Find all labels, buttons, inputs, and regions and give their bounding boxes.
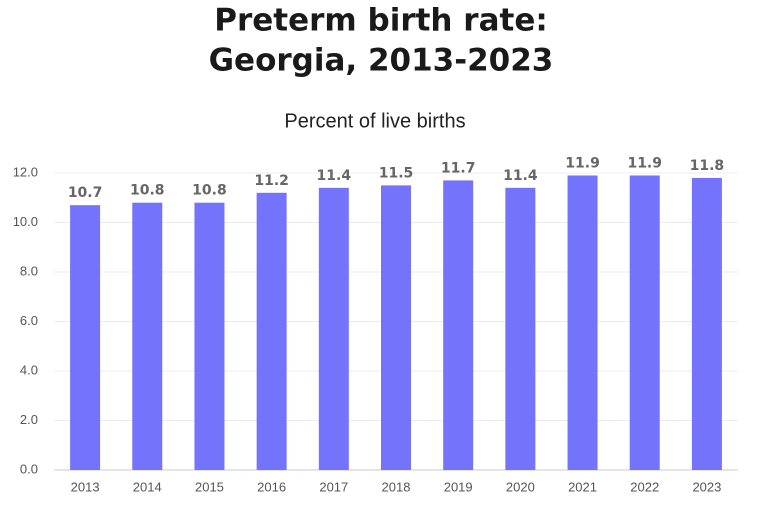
value-label: 10.7 [68, 185, 103, 201]
value-label: 11.5 [379, 165, 414, 181]
x-tick-label: 2013 [71, 479, 100, 494]
y-tick-label: 2.0 [20, 412, 38, 427]
bar [505, 187, 536, 470]
x-tick-label: 2017 [319, 479, 348, 494]
y-tick-label: 0.0 [20, 461, 38, 476]
x-tick-label: 2016 [257, 479, 286, 494]
y-tick-label: 8.0 [20, 263, 38, 278]
chart-subtitle: Percent of live births [284, 110, 465, 132]
bar [691, 177, 722, 470]
y-tick-label: 10.0 [13, 214, 38, 229]
bar [70, 205, 101, 471]
value-label: 11.4 [503, 168, 538, 184]
x-tick-label: 2023 [692, 479, 721, 494]
bar [132, 202, 163, 470]
value-label: 11.9 [565, 155, 600, 171]
bar [443, 180, 474, 471]
value-label: 11.4 [317, 168, 352, 184]
value-label: 11.2 [254, 173, 289, 189]
bar [629, 175, 660, 470]
value-label: 11.9 [627, 155, 662, 171]
y-tick-label: 6.0 [20, 313, 38, 328]
x-tick-label: 2021 [568, 479, 597, 494]
x-tick-label: 2014 [133, 479, 162, 494]
x-tick-label: 2018 [382, 479, 411, 494]
value-label: 10.8 [130, 183, 165, 199]
bar [194, 202, 225, 470]
chart-title: Preterm birth rate: [214, 3, 548, 39]
bar [381, 185, 411, 470]
value-label: 10.8 [192, 183, 227, 199]
x-tick-label: 2020 [506, 479, 535, 494]
x-tick-label: 2022 [630, 479, 659, 494]
bar [318, 187, 349, 470]
value-label: 11.7 [441, 160, 476, 176]
y-tick-label: 4.0 [20, 362, 38, 377]
bar [256, 192, 287, 471]
y-tick-label: 12.0 [13, 164, 38, 179]
x-tick-label: 2019 [444, 479, 473, 494]
value-label: 11.8 [690, 158, 725, 174]
x-tick-label: 2015 [195, 479, 224, 494]
chart-title: Georgia, 2013-2023 [209, 43, 554, 79]
bar [567, 175, 598, 470]
